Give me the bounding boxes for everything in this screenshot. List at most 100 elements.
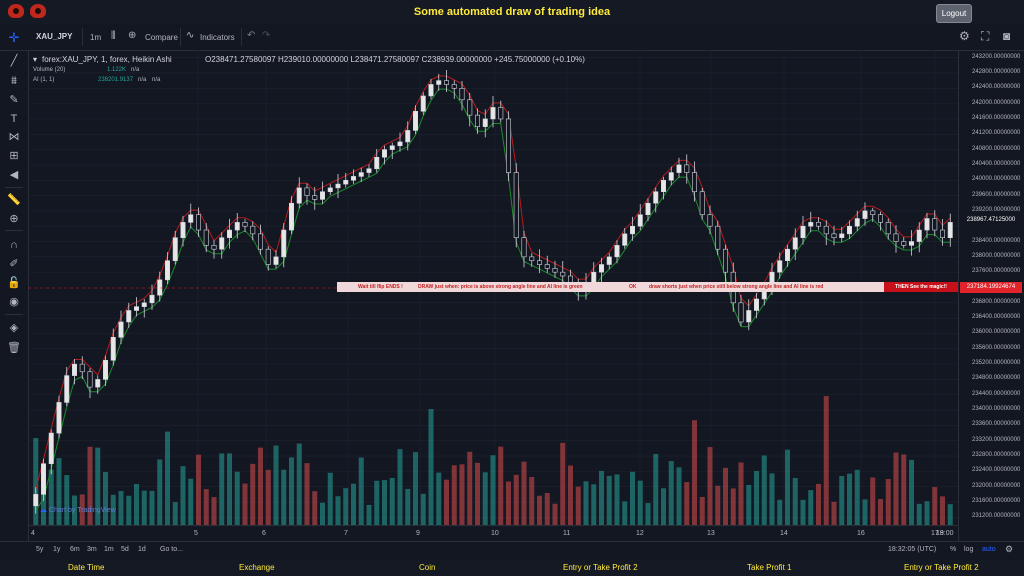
- candle-body: [180, 222, 186, 239]
- camera-icon[interactable]: ◙: [1003, 29, 1011, 43]
- volume-bar: [870, 477, 876, 525]
- trash-icon[interactable]: 🗑: [7, 342, 21, 354]
- candle-body: [343, 179, 349, 185]
- price-tick-label: 234800.00000000: [972, 375, 1021, 382]
- crosshair-icon[interactable]: ✛: [8, 30, 20, 45]
- time-tick-label: 7: [344, 530, 348, 537]
- volume-bar: [777, 499, 783, 525]
- log-toggle[interactable]: log: [964, 546, 974, 553]
- trendline-icon[interactable]: ╱: [10, 55, 18, 67]
- price-chart[interactable]: [28, 50, 958, 525]
- range-button-1m[interactable]: 1m: [104, 546, 114, 553]
- range-button-1d[interactable]: 1d: [138, 546, 146, 553]
- candle-body: [281, 229, 287, 258]
- auto-toggle[interactable]: auto: [982, 546, 996, 553]
- volume-bar: [816, 483, 821, 525]
- banner-highlight: [884, 282, 958, 292]
- legend-volume-name[interactable]: Volume (20): [33, 67, 66, 73]
- legend-ai-na: n/a: [138, 77, 147, 83]
- range-button-6m[interactable]: 6m: [70, 546, 80, 553]
- volume-bar: [575, 486, 581, 525]
- volume-bar: [358, 457, 364, 525]
- range-button-3m[interactable]: 3m: [87, 546, 97, 553]
- range-button-5y[interactable]: 5y: [36, 546, 44, 553]
- prediction-icon[interactable]: ⊞: [9, 150, 19, 162]
- volume-bar: [203, 489, 209, 525]
- price-axis[interactable]: [958, 50, 1024, 541]
- symbol-search[interactable]: XAU_JPY: [36, 32, 73, 41]
- price-tick-label: 231600.00000000: [972, 498, 1021, 505]
- goto-button[interactable]: Go to...: [160, 546, 183, 553]
- time-tick-label: 17: [931, 530, 939, 537]
- brush-icon[interactable]: ✎: [9, 94, 19, 106]
- percent-toggle[interactable]: %: [950, 546, 957, 553]
- candle-body: [211, 245, 217, 250]
- candle-body: [250, 225, 256, 235]
- volume-bar: [862, 499, 868, 525]
- candle-body: [103, 359, 109, 380]
- candle-body: [227, 229, 233, 239]
- watermark-text: Chart by TradingView: [48, 507, 116, 514]
- volume-bar: [521, 461, 527, 525]
- volume-bar: [72, 495, 77, 525]
- legend-collapse-icon[interactable]: ▾: [33, 55, 38, 64]
- candle-body: [490, 107, 496, 120]
- candle-body: [738, 302, 744, 323]
- lock-icon[interactable]: 🔓: [7, 277, 21, 289]
- candle-style-icon[interactable]: ⫴: [111, 30, 116, 42]
- volume-bar: [916, 503, 922, 525]
- candle-body: [854, 218, 860, 227]
- volume-bar: [947, 504, 953, 525]
- current-price-label: 237184.19924674: [960, 282, 1022, 293]
- settings-icon[interactable]: ⚙: [1005, 544, 1014, 554]
- tradingview-watermark[interactable]: ☁ Chart by TradingView: [40, 506, 116, 514]
- volume-bar: [475, 462, 480, 525]
- redo-icon[interactable]: ↷: [262, 30, 271, 41]
- layers-icon[interactable]: ◈: [9, 322, 19, 334]
- candle-body: [196, 214, 202, 231]
- eye-icon[interactable]: ◉: [9, 296, 19, 308]
- volume-bar: [715, 485, 721, 525]
- logout-button[interactable]: Logout: [936, 4, 972, 23]
- volume-bar: [141, 490, 147, 525]
- candle-body: [273, 256, 279, 265]
- legend-title[interactable]: forex:XAU_JPY, 1, forex, Heikin Ashi: [42, 55, 172, 64]
- pencil-lock-icon[interactable]: ✐: [9, 258, 19, 270]
- fib-icon[interactable]: ⩩: [11, 75, 17, 87]
- pattern-icon[interactable]: ⋈: [8, 131, 20, 143]
- compare-icon: ⊕: [128, 30, 137, 41]
- range-button-5d[interactable]: 5d: [121, 546, 129, 553]
- undo-icon[interactable]: ↶: [247, 30, 256, 41]
- back-arrow-icon[interactable]: ◀: [9, 169, 19, 181]
- indicators-button[interactable]: Indicators: [200, 33, 235, 42]
- candle-body: [746, 310, 752, 323]
- volume-bar: [668, 461, 674, 525]
- candle-body: [668, 172, 674, 181]
- volume-bar: [436, 472, 442, 525]
- range-button-1y[interactable]: 1y: [53, 546, 61, 553]
- candle-body: [715, 225, 721, 250]
- compare-button[interactable]: Compare: [145, 33, 178, 42]
- magnet-icon[interactable]: ∩: [10, 239, 18, 251]
- volume-bar: [273, 445, 279, 525]
- time-axis[interactable]: [28, 525, 958, 542]
- volume-bar: [808, 490, 814, 525]
- candle-body: [699, 191, 705, 216]
- fullscreen-icon[interactable]: ⛶: [981, 29, 990, 43]
- legend-ai-name[interactable]: AI (1, 1): [33, 77, 55, 83]
- volume-bar: [490, 455, 496, 525]
- settings-icon[interactable]: ⚙: [959, 29, 970, 43]
- clock-readout[interactable]: 18:32:05 (UTC): [888, 546, 937, 553]
- candle-body: [560, 271, 566, 277]
- text-icon[interactable]: T: [10, 113, 18, 125]
- candle-body: [234, 222, 240, 231]
- zoom-in-icon[interactable]: ⊕: [9, 213, 19, 225]
- volume-bar: [110, 494, 116, 525]
- price-tick-label: 238000.00000000: [972, 252, 1021, 259]
- footer-take-profit: Take Profit 1: [747, 563, 792, 572]
- interval-button[interactable]: 1m: [90, 33, 102, 42]
- candle-body: [800, 225, 806, 239]
- ruler-icon[interactable]: 📏: [7, 194, 21, 206]
- candle-body: [420, 95, 426, 112]
- volume-bar: [296, 443, 302, 525]
